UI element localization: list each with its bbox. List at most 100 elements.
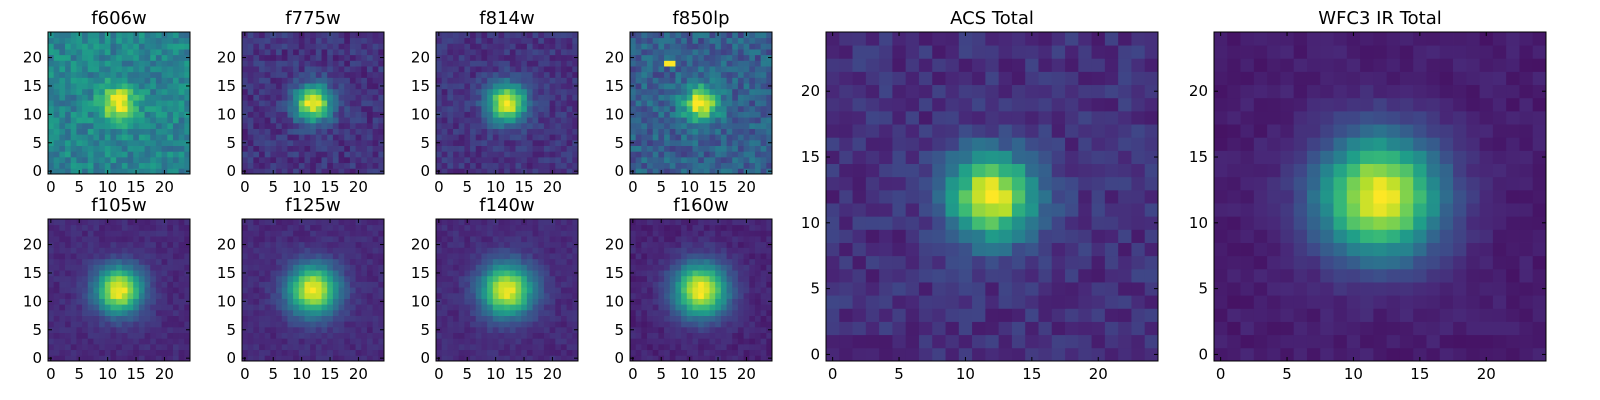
heatmap-cell: [259, 168, 266, 175]
heatmap-cell: [475, 253, 482, 260]
heatmap-cell: [464, 315, 471, 322]
heatmap-cell: [658, 287, 665, 294]
heatmap-cell: [475, 281, 482, 288]
heatmap-cell: [93, 343, 100, 351]
heatmap-cell: [366, 219, 374, 226]
heatmap-cell: [315, 37, 322, 44]
heatmap-cell: [509, 253, 516, 260]
heatmap-cell: [133, 37, 140, 44]
heatmap-cell: [737, 88, 744, 95]
heatmap-cell: [259, 145, 266, 152]
heatmap-cell: [332, 287, 339, 294]
heatmap-cell: [549, 258, 556, 265]
heatmap-cell: [715, 343, 722, 351]
heatmap-cell: [658, 281, 665, 288]
heatmap-cell: [436, 66, 443, 73]
heatmap-cell: [464, 100, 471, 107]
heatmap-cell: [521, 349, 528, 356]
heatmap-cell: [338, 71, 345, 78]
heatmap-cell: [504, 287, 511, 294]
heatmap-cell: [327, 105, 334, 112]
heatmap-cell: [349, 315, 356, 322]
heatmap-cell: [264, 111, 271, 118]
heatmap-cell: [749, 326, 756, 333]
heatmap-cell: [458, 111, 465, 118]
heatmap-cell: [338, 275, 345, 282]
heatmap-cell: [65, 122, 72, 129]
heatmap-cell: [321, 77, 328, 84]
heatmap-cell: [70, 94, 77, 101]
heatmap-cell: [355, 128, 362, 135]
heatmap-cell: [361, 111, 368, 118]
heatmap-cell: [161, 88, 168, 95]
heatmap-cell: [698, 128, 705, 135]
heatmap-cell: [338, 338, 345, 345]
heatmap-cell: [116, 77, 123, 84]
heatmap-cell: [304, 54, 311, 61]
heatmap-cell: [287, 54, 294, 61]
heatmap-cell: [361, 315, 368, 322]
heatmap-cell: [681, 315, 688, 322]
heatmap-cell: [184, 321, 191, 328]
heatmap-cell: [509, 241, 516, 248]
heatmap-cell: [703, 77, 710, 84]
heatmap-cell: [264, 60, 271, 67]
heatmap-cell: [259, 117, 266, 124]
heatmap-cell: [116, 292, 123, 299]
heatmap-cell: [749, 162, 756, 169]
heatmap-cell: [161, 236, 168, 243]
heatmap-cell: [635, 32, 642, 39]
heatmap-cell: [172, 54, 180, 61]
heatmap-cell: [184, 224, 191, 231]
heatmap-cell: [658, 343, 665, 351]
heatmap-cell: [167, 32, 174, 39]
heatmap-cell: [760, 122, 767, 129]
heatmap-cell: [481, 77, 488, 84]
heatmap-cell: [293, 298, 300, 305]
heatmap-cell: [681, 281, 688, 288]
heatmap-cell: [743, 88, 750, 95]
heatmap-cell: [127, 309, 134, 316]
heatmap-cell: [436, 349, 443, 356]
heatmap-cell: [543, 71, 550, 78]
heatmap-cell: [635, 275, 642, 282]
heatmap-cell: [361, 264, 368, 271]
heatmap-cell: [658, 88, 665, 95]
heatmap-cell: [664, 32, 671, 39]
heatmap-cell: [155, 71, 162, 78]
heatmap-cell: [150, 321, 157, 328]
heatmap-cell: [709, 37, 716, 44]
heatmap-cell: [372, 60, 379, 67]
heatmap-cell: [327, 258, 334, 265]
heatmap-cell: [754, 122, 762, 129]
heatmap-cell: [315, 236, 322, 243]
heatmap-cell: [310, 275, 317, 282]
heatmap-cell: [293, 49, 300, 56]
heatmap-cell: [276, 287, 283, 294]
heatmap-cell: [487, 145, 494, 152]
heatmap-cell: [447, 355, 454, 362]
heatmap-cell: [709, 77, 716, 84]
heatmap-cell: [737, 321, 744, 328]
heatmap-cell: [464, 247, 471, 254]
heatmap-cell: [543, 309, 550, 316]
heatmap-cell: [698, 321, 705, 328]
heatmap-cell: [321, 258, 328, 265]
heatmap-cell: [760, 66, 767, 73]
heatmap-cell: [264, 105, 271, 112]
heatmap-cell: [635, 332, 642, 339]
heatmap-cell: [509, 100, 516, 107]
heatmap-cell: [298, 88, 305, 95]
heatmap-cell: [93, 71, 100, 78]
heatmap-cell: [555, 128, 562, 135]
heatmap-cell: [555, 338, 562, 345]
heatmap-cell: [361, 349, 368, 356]
heatmap-cell: [315, 134, 322, 141]
heatmap-cell: [549, 134, 556, 141]
heatmap-cell: [133, 54, 140, 61]
heatmap-cell: [447, 321, 454, 328]
heatmap-cell: [715, 145, 722, 152]
heatmap-cell: [321, 270, 328, 277]
heatmap-cell: [441, 111, 448, 118]
heatmap-cell: [150, 77, 157, 84]
